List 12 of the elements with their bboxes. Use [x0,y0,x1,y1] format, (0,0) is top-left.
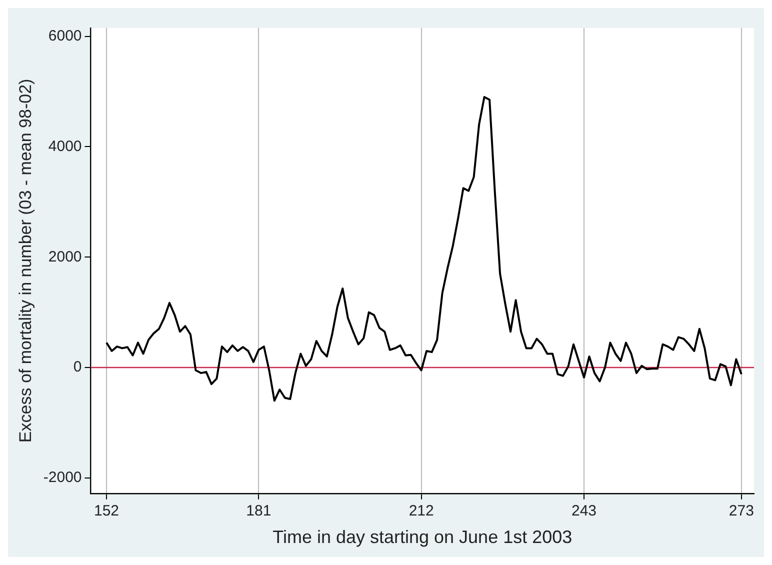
x-tick-label: 181 [246,502,272,520]
y-tick-label: -2000 [43,469,82,486]
y-tick-label: 0 [73,358,82,376]
x-tick-label: 212 [408,502,434,520]
y-tick-label: 2000 [48,248,82,266]
x-tick-label: 243 [571,502,597,520]
y-tick-label: 6000 [48,27,82,44]
x-axis-title: Time in day starting on June 1st 2003 [272,527,572,548]
x-tick-label: 152 [94,502,120,520]
x-tick-label: 273 [728,502,754,520]
y-axis-title: Excess of mortality in number (03 - mean 98-02) [16,78,35,443]
y-tick-label: 4000 [48,138,82,155]
